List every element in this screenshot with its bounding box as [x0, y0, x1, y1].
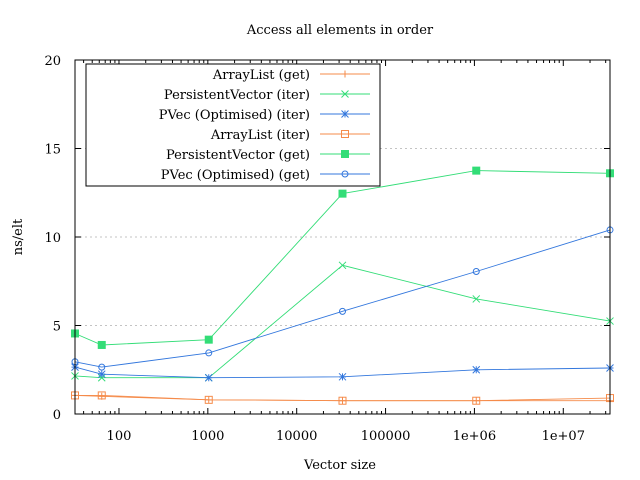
data-point — [338, 261, 347, 270]
data-point — [204, 373, 213, 382]
grid — [75, 148, 610, 326]
series-3 — [71, 363, 614, 382]
series-line — [74, 264, 611, 379]
series-6 — [71, 226, 614, 371]
data-point — [341, 70, 349, 78]
y-tick-label: 20 — [44, 54, 61, 69]
y-tick-label: 10 — [44, 231, 61, 246]
x-tick-label: 1000 — [191, 429, 224, 444]
y-tick-label: 5 — [53, 320, 61, 335]
data-point — [338, 396, 347, 405]
legend-label: PersistentVector (iter) — [164, 88, 310, 103]
data-point — [204, 395, 213, 404]
x-tick-label: 1e+07 — [542, 429, 585, 444]
x-axis-label: Vector size — [303, 458, 376, 473]
series-line — [74, 229, 611, 368]
data-point — [97, 340, 106, 349]
series-line — [74, 366, 611, 379]
data-point — [97, 370, 106, 379]
series-line — [74, 170, 611, 346]
data-point — [472, 365, 481, 374]
y-tick-label: 15 — [44, 143, 61, 158]
data-point — [341, 150, 349, 158]
data-point — [97, 373, 106, 382]
data-point — [341, 130, 349, 138]
data-point — [341, 110, 349, 118]
series-2 — [71, 261, 614, 382]
chart-title: Access all elements in order — [246, 23, 434, 38]
data-point — [98, 363, 106, 371]
legend-label: PVec (Optimised) (get) — [161, 168, 310, 183]
legend: ArrayList (get) PersistentVector (iter) PV… — [85, 63, 381, 187]
data-point — [341, 170, 349, 178]
legend-label: ArrayList (get) — [212, 68, 310, 83]
series-line — [75, 394, 611, 402]
ticks: 0 5 10 15 20 100 1000 10000 100000 1e+06 1e+07 — [44, 54, 610, 444]
legend-box — [85, 63, 381, 187]
y-axis-label: ns/elt — [11, 218, 26, 255]
series-layer — [71, 166, 614, 405]
data-point — [97, 391, 106, 400]
data-point — [204, 335, 213, 344]
data-point — [472, 166, 481, 175]
series-5 — [71, 166, 614, 349]
y-tick-label: 0 — [53, 408, 61, 423]
data-point — [472, 295, 481, 303]
data-point — [338, 372, 347, 381]
x-tick-label: 100000 — [361, 429, 411, 444]
x-tick-label: 10000 — [276, 429, 317, 444]
data-point — [339, 307, 346, 315]
data-point — [341, 90, 349, 98]
x-tick-label: 100 — [107, 429, 132, 444]
series-1 — [71, 391, 614, 405]
x-tick-label: 1e+06 — [453, 429, 496, 444]
legend-label: ArrayList (iter) — [210, 128, 310, 143]
data-point — [338, 189, 347, 198]
legend-label: PersistentVector (get) — [166, 148, 310, 163]
data-point — [205, 349, 213, 357]
legend-label: PVec (Optimised) (iter) — [159, 108, 310, 123]
data-point — [472, 268, 480, 276]
data-point — [472, 396, 481, 405]
